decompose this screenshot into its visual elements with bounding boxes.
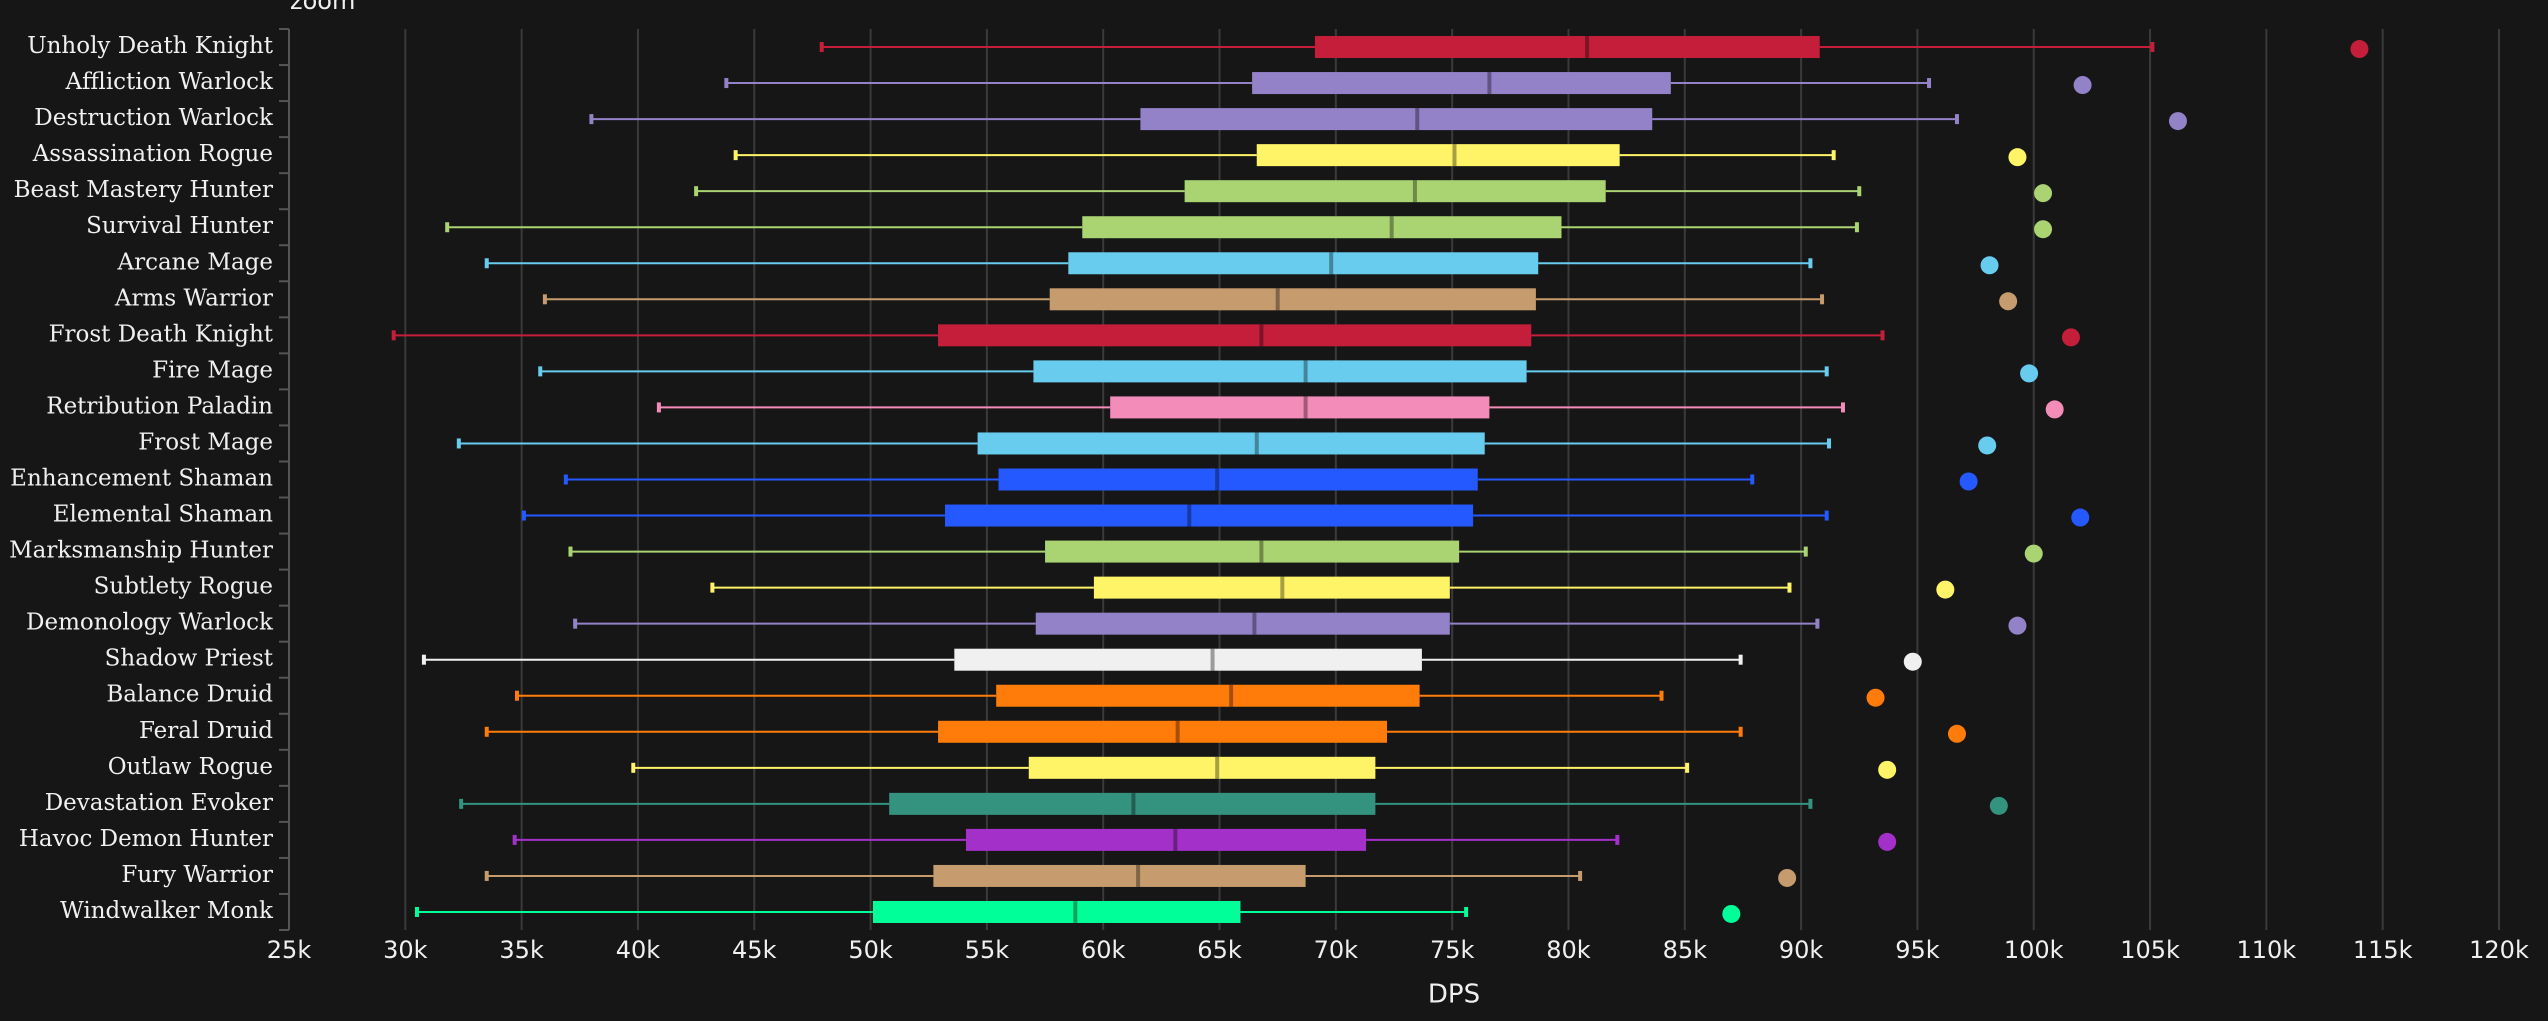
category-label: Frost Mage <box>138 429 273 455</box>
x-tick-label: 120k <box>2469 936 2529 964</box>
outlier <box>2034 220 2053 239</box>
box <box>1093 576 1450 599</box>
category-label: Frost Death Knight <box>49 321 274 347</box>
x-tick-label: 35k <box>499 936 544 964</box>
category-label: Subtlety Rogue <box>94 574 273 600</box>
outlier <box>1978 436 1997 455</box>
outlier <box>2008 616 2027 635</box>
x-tick-label: 40k <box>616 936 661 964</box>
x-tick-label: 90k <box>1779 936 1824 964</box>
x-tick-label: 55k <box>965 936 1010 964</box>
zoom-label: zoom <box>290 0 355 15</box>
x-tick-label: 30k <box>383 936 428 964</box>
x-tick-label: 105k <box>2120 936 2180 964</box>
x-tick-label: 45k <box>732 936 777 964</box>
box <box>1045 540 1460 563</box>
box <box>938 324 1532 347</box>
x-tick-label: 100k <box>2004 936 2064 964</box>
box <box>1028 756 1376 779</box>
box <box>1049 288 1536 311</box>
category-label: Arms Warrior <box>114 285 273 311</box>
category-label: Fire Mage <box>152 357 273 383</box>
category-label: Balance Druid <box>106 682 273 708</box>
x-tick-label: 25k <box>267 936 312 964</box>
box <box>933 864 1306 887</box>
box <box>1252 72 1671 95</box>
box <box>996 684 1420 707</box>
x-tick-label: 110k <box>2237 936 2297 964</box>
outlier <box>2020 364 2039 383</box>
outlier <box>1866 688 1885 707</box>
outlier <box>2024 544 2043 563</box>
box <box>945 504 1474 527</box>
x-tick-label: 65k <box>1197 936 1242 964</box>
category-label: Windwalker Monk <box>60 898 274 924</box>
category-label: Elemental Shaman <box>53 502 273 528</box>
outlier <box>2073 76 2092 95</box>
outlier <box>2034 184 2053 203</box>
box <box>965 828 1367 851</box>
box <box>1035 612 1450 635</box>
x-tick-label: 60k <box>1081 936 1126 964</box>
outlier <box>1878 832 1897 851</box>
x-axis-title: DPS <box>1428 980 1480 1010</box>
x-tick-label: 95k <box>1895 936 1940 964</box>
box <box>872 900 1241 923</box>
outlier <box>2045 400 2064 419</box>
outlier <box>1980 256 1999 275</box>
category-label: Demonology Warlock <box>26 610 274 636</box>
x-tick-label: 80k <box>1546 936 1591 964</box>
outlier <box>2061 328 2080 347</box>
box <box>1314 36 1820 59</box>
outlier <box>1878 760 1897 779</box>
category-label: Shadow Priest <box>105 646 274 672</box>
outlier <box>1936 580 1955 599</box>
box <box>1184 180 1606 203</box>
outlier <box>2071 508 2090 527</box>
x-tick-label: 70k <box>1314 936 1359 964</box>
category-label: Feral Druid <box>139 718 273 744</box>
category-label: Enhancement Shaman <box>10 466 273 492</box>
outlier <box>1989 796 2008 815</box>
category-label: Marksmanship Hunter <box>9 538 273 564</box>
x-tick-label: 75k <box>1430 936 1475 964</box>
x-tick-label: 50k <box>848 936 893 964</box>
outlier <box>1959 472 1978 491</box>
outlier <box>2350 40 2369 59</box>
outlier <box>1999 292 2018 311</box>
category-label: Fury Warrior <box>121 862 273 888</box>
category-label: Devastation Evoker <box>45 790 273 816</box>
category-label: Outlaw Rogue <box>108 754 273 780</box>
box <box>1140 108 1653 131</box>
category-label: Arcane Mage <box>116 249 273 275</box>
outlier <box>1903 652 1922 671</box>
category-label: Affliction Warlock <box>65 69 275 95</box>
outlier <box>2008 148 2027 167</box>
category-label: Retribution Paladin <box>46 393 273 419</box>
category-label: Havoc Demon Hunter <box>19 826 273 852</box>
category-label: Destruction Warlock <box>34 105 274 131</box>
box <box>1033 360 1527 383</box>
outlier <box>1778 868 1797 887</box>
box <box>954 648 1422 671</box>
box <box>1068 252 1539 275</box>
x-tick-label: 85k <box>1663 936 1708 964</box>
outlier <box>2168 112 2187 131</box>
box <box>998 468 1478 491</box>
box <box>1256 144 1620 167</box>
box <box>889 792 1376 815</box>
box <box>977 432 1485 455</box>
box <box>1082 216 1562 239</box>
box <box>938 720 1388 743</box>
category-label: Unholy Death Knight <box>27 33 274 59</box>
category-label: Survival Hunter <box>86 213 273 239</box>
box <box>1110 396 1490 419</box>
category-label: Assassination Rogue <box>32 141 273 167</box>
outlier <box>1722 904 1741 923</box>
category-label: Beast Mastery Hunter <box>14 177 273 203</box>
outlier <box>1947 724 1966 743</box>
x-tick-label: 115k <box>2353 936 2413 964</box>
